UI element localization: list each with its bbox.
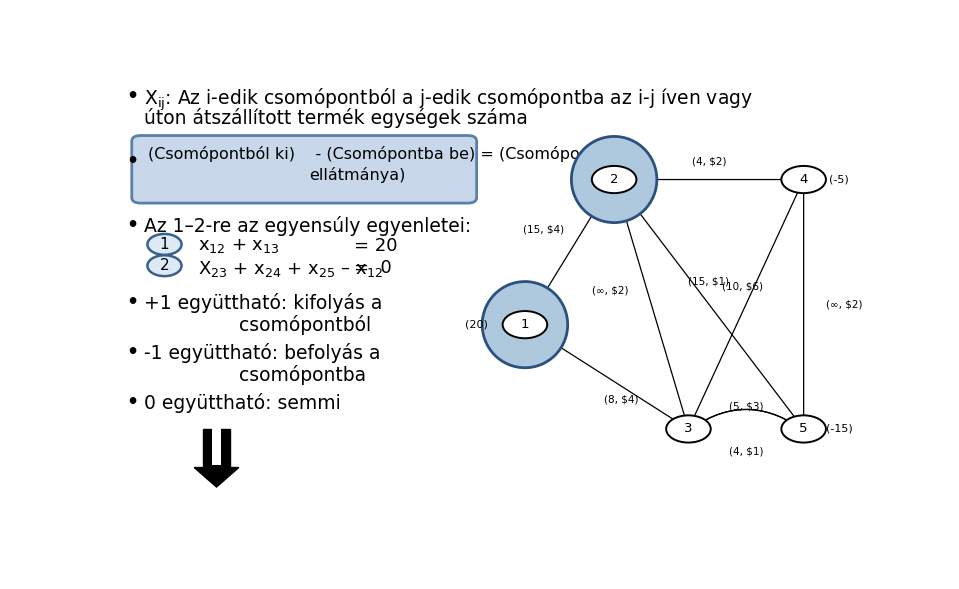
Text: 0 együttható: semmi: 0 együttható: semmi [144,393,340,413]
Text: 2: 2 [610,173,619,186]
Text: •: • [126,293,138,312]
Text: •: • [126,152,138,171]
Text: (8, $4): (8, $4) [604,395,639,405]
Text: úton átszállított termék egységek száma: úton átszállított termék egységek száma [144,108,527,128]
Text: +1 együttható: kifolyás a: +1 együttható: kifolyás a [144,293,382,313]
Text: (4, $2): (4, $2) [691,157,726,166]
Circle shape [503,311,548,338]
Text: = 20: = 20 [354,237,397,255]
Text: 4: 4 [800,173,807,186]
Text: 5: 5 [800,422,807,435]
Ellipse shape [482,282,568,368]
Text: •: • [126,87,138,105]
Text: (-15): (-15) [826,424,853,434]
Polygon shape [194,468,239,487]
Text: •: • [126,343,138,362]
Circle shape [782,166,826,193]
Circle shape [782,415,826,442]
Text: X$_{\mathregular{ij}}$: Az i-edik csomópontból a j-edik csomópontba az i-j íven : X$_{\mathregular{ij}}$: Az i-edik csomóp… [144,87,753,113]
Polygon shape [212,428,222,465]
Text: •: • [126,393,138,412]
Text: (20): (20) [465,320,488,330]
Text: x$_{12}$ + x$_{13}$: x$_{12}$ + x$_{13}$ [198,237,280,255]
Text: 3: 3 [684,422,692,435]
Text: Az 1–2-re az egyensúly egyenletei:: Az 1–2-re az egyensúly egyenletei: [144,216,471,236]
Text: csomópontba: csomópontba [239,365,366,385]
Text: (Csomópontból ki)    - (Csomópontba be) = (Csomópont netto: (Csomópontból ki) - (Csomópontba be) = (… [148,145,643,161]
Circle shape [592,166,637,193]
Text: csomópontból: csomópontból [239,315,371,335]
Text: (-5): (-5) [830,174,849,184]
Circle shape [148,255,181,276]
Text: =  0: = 0 [354,259,391,277]
Text: •: • [126,216,138,235]
Text: ellátmánya): ellátmánya) [310,167,406,183]
Circle shape [667,415,711,442]
Text: 1: 1 [521,318,529,331]
Polygon shape [203,429,230,468]
Text: (5, $3): (5, $3) [729,401,763,411]
FancyBboxPatch shape [131,135,477,203]
Text: 2: 2 [159,258,170,273]
Ellipse shape [572,137,657,223]
Text: (10, $6): (10, $6) [722,281,762,291]
Text: (∞, $2): (∞, $2) [827,299,863,309]
Text: (15, $4): (15, $4) [523,224,564,234]
Text: 1: 1 [159,237,170,252]
Text: (15, $1): (15, $1) [689,277,730,287]
Circle shape [148,234,181,255]
Text: -1 együttható: befolyás a: -1 együttható: befolyás a [144,343,380,363]
Text: (∞, $2): (∞, $2) [592,286,629,296]
Text: (4, $1): (4, $1) [729,446,763,456]
Text: X$_{23}$ + x$_{24}$ + x$_{25}$ – x$_{12}$: X$_{23}$ + x$_{24}$ + x$_{25}$ – x$_{12}… [198,259,383,279]
